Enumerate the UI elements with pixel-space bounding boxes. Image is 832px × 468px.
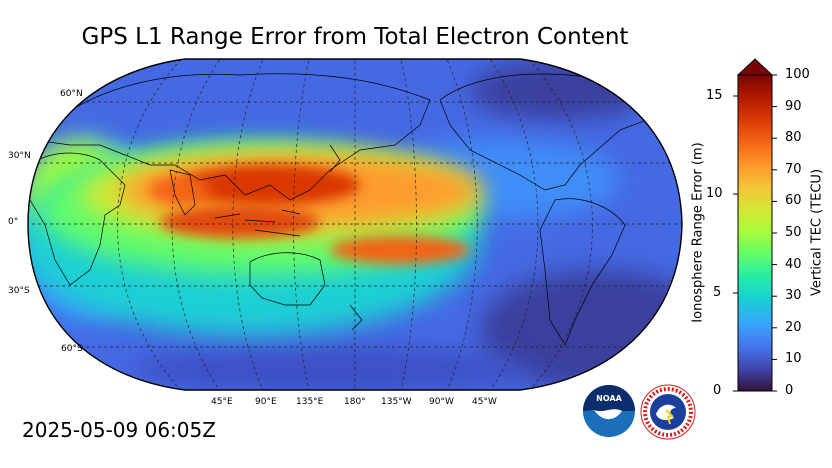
noaa-logo-text: NOAA xyxy=(596,394,622,403)
lon-label-180: 180° xyxy=(344,397,366,407)
cb-right-tick-80: 80 xyxy=(785,130,802,145)
lat-label-30n: 30°N xyxy=(8,151,31,161)
lon-label-45w: 45°W xyxy=(472,397,497,407)
noaa-logo-icon: NOAA xyxy=(583,385,635,437)
cb-left-tick-0: 0 xyxy=(713,383,722,398)
indonesia-outline xyxy=(214,209,301,237)
cb-left-tick-15: 15 xyxy=(706,88,723,103)
eurasia-outline xyxy=(34,73,431,201)
cb-right-tick-70: 70 xyxy=(785,162,802,177)
cb-right-tick-100: 100 xyxy=(785,67,810,82)
cb-right-tick-10: 10 xyxy=(785,351,802,366)
cb-left-tick-5: 5 xyxy=(713,285,722,300)
colorbar xyxy=(733,58,777,392)
colorbar-left-label: Ionosphere Range Error (m) xyxy=(690,142,706,323)
cb-right-tick-90: 90 xyxy=(785,99,802,114)
cb-right-tick-30: 30 xyxy=(785,288,802,303)
lon-label-135e: 135°E xyxy=(296,397,324,407)
lat-label-60n: 60°N xyxy=(60,89,83,99)
lon-label-90e: 90°E xyxy=(255,397,277,407)
map-boundary xyxy=(27,58,683,391)
cb-right-tick-60: 60 xyxy=(785,193,802,208)
lon-label-135w: 135°W xyxy=(381,397,412,407)
tec-field xyxy=(28,59,682,390)
africa-outline xyxy=(29,152,126,286)
south-america-outline xyxy=(539,198,626,346)
lat-label-60s: 60°S xyxy=(61,344,83,354)
lon-label-45e: 45°E xyxy=(211,397,233,407)
graticule xyxy=(28,59,682,390)
lat-label-0: 0° xyxy=(8,217,19,227)
colorbar-right-label: Vertical TEC (TECU) xyxy=(809,168,825,297)
lon-label-90w: 90°W xyxy=(429,397,454,407)
colorbar-gradient xyxy=(737,74,773,392)
cb-right-tick-0: 0 xyxy=(785,383,794,398)
cb-right-tick-50: 50 xyxy=(785,225,802,240)
cb-left-tick-10: 10 xyxy=(706,186,723,201)
timestamp: 2025-05-09 06:05Z xyxy=(22,418,216,442)
japan-outline xyxy=(329,144,341,173)
nws-logo-icon xyxy=(640,384,696,440)
cb-right-tick-20: 20 xyxy=(785,320,802,335)
colorbar-extend-arrow xyxy=(736,58,774,76)
australia-outline xyxy=(249,252,326,306)
map-title: GPS L1 Range Error from Total Electron C… xyxy=(81,24,629,50)
india-outline xyxy=(169,169,196,216)
lat-label-30s: 30°S xyxy=(8,286,30,296)
cb-right-tick-40: 40 xyxy=(785,257,802,272)
